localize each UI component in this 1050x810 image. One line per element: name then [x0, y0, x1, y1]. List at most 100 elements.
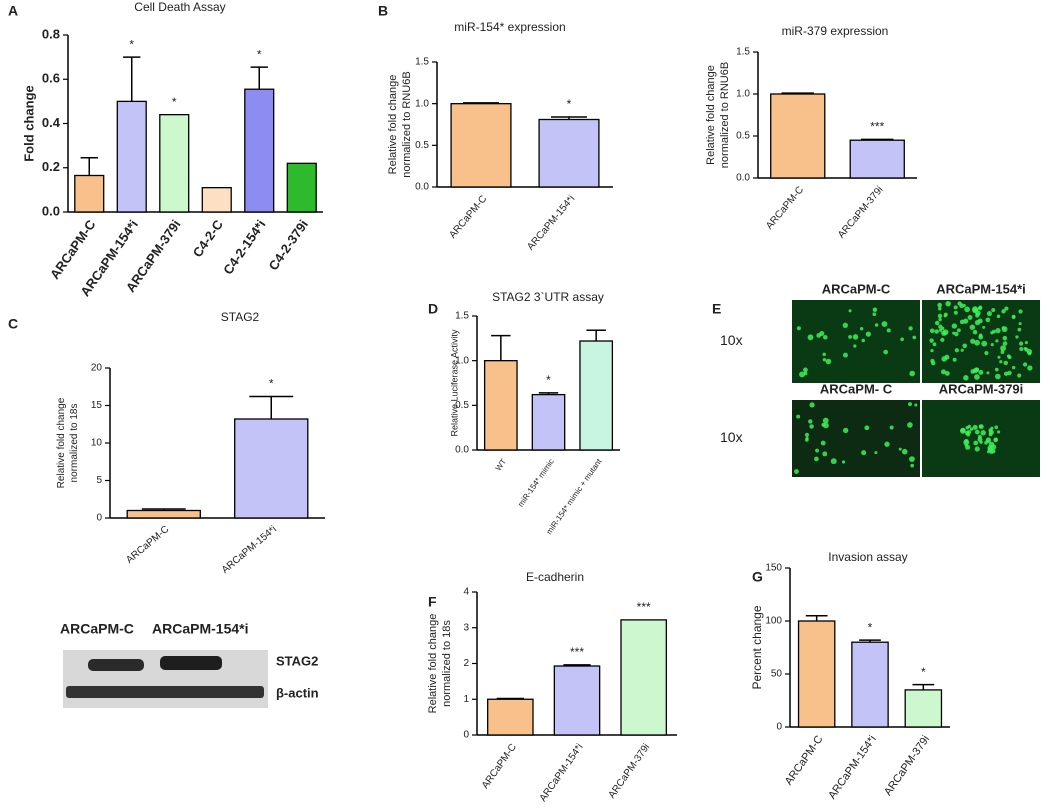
- image-label: ARCaPM-379i: [939, 381, 1024, 396]
- bar: [553, 665, 601, 736]
- cell: [997, 430, 1001, 434]
- y-tick-label: 0.5: [415, 140, 429, 151]
- significance-label: ***: [870, 120, 884, 134]
- cell: [943, 312, 948, 317]
- cell: [981, 340, 988, 347]
- error-bar: [249, 395, 294, 419]
- cell: [964, 306, 970, 313]
- image-label: ARCaPM-C: [822, 281, 891, 296]
- y-tick-label: 15: [91, 400, 103, 411]
- cell: [934, 320, 940, 326]
- cell: [886, 328, 891, 333]
- bar: [487, 698, 534, 736]
- cell: [996, 314, 1001, 319]
- y-tick-label: 0.8: [42, 26, 60, 41]
- chart-title: Invasion assay: [828, 550, 907, 564]
- cell: [986, 310, 993, 317]
- blot-band-label: β-actin: [276, 685, 319, 700]
- error-bar: [861, 138, 894, 141]
- error-bar: [463, 102, 499, 104]
- cell: [957, 301, 962, 306]
- y-axis-label: normalized to 18s: [441, 620, 453, 707]
- y-axis-label: normalized to 18s: [69, 404, 80, 483]
- microscopy-panel: E 10x ARCaPM-C ARCaPM-154*i 10x ARCaPM- C ARCa…: [712, 281, 1040, 477]
- y-tick-label: 1.0: [455, 355, 469, 366]
- cell: [1011, 365, 1016, 370]
- cell: [820, 440, 826, 446]
- cell: [929, 338, 934, 343]
- cell: [986, 450, 990, 454]
- cell: [805, 436, 809, 440]
- cell: [965, 431, 970, 436]
- cell: [982, 325, 986, 329]
- cell: [1000, 345, 1007, 352]
- y-tick-label: 150: [765, 563, 782, 574]
- cell: [823, 422, 829, 429]
- panel-letter: E: [712, 301, 721, 317]
- cell: [991, 307, 996, 313]
- y-tick-label: 0: [776, 722, 782, 733]
- cell: [974, 429, 980, 435]
- bar: [620, 619, 667, 736]
- cell: [1018, 309, 1023, 314]
- cell: [881, 321, 888, 327]
- cell: [965, 426, 970, 430]
- significance-label: *: [921, 665, 926, 679]
- cell: [1027, 351, 1032, 356]
- cell: [938, 317, 942, 322]
- magnification-label: 10x: [720, 429, 743, 445]
- cell: [1001, 309, 1006, 314]
- cell: [809, 402, 815, 408]
- bar: [126, 509, 201, 519]
- y-axis-label: Fold change: [21, 85, 36, 162]
- cell: [953, 310, 958, 315]
- y-axis-label: Relative fold change: [387, 75, 399, 175]
- cell: [938, 328, 943, 332]
- cell: [953, 305, 958, 310]
- cell: [1006, 354, 1011, 358]
- y-tick-label: 0.0: [736, 173, 750, 184]
- cell: [995, 373, 1001, 380]
- significance-label: ***: [637, 600, 651, 614]
- cell: [942, 329, 949, 336]
- panel-letter: B: [378, 3, 388, 19]
- cell: [932, 342, 937, 347]
- cell: [796, 326, 801, 331]
- error-bar: [250, 66, 268, 90]
- magnification-label: 10x: [720, 332, 743, 348]
- y-tick-label: 0.4: [42, 115, 61, 130]
- panel-letter: F: [428, 594, 437, 610]
- bar: [483, 360, 518, 451]
- y-tick-label: 0: [96, 513, 102, 524]
- cell: [843, 427, 849, 434]
- bar: [904, 689, 943, 728]
- cell: [969, 427, 974, 431]
- cell: [978, 424, 983, 429]
- cell: [872, 312, 877, 317]
- cell: [940, 337, 945, 342]
- y-axis-label: normalized to RNU6B: [719, 62, 731, 168]
- significance-label: *: [172, 95, 177, 109]
- y-tick-label: 0.6: [42, 71, 60, 86]
- cell: [901, 448, 908, 455]
- panel-letter: G: [752, 569, 763, 585]
- cell: [970, 338, 976, 344]
- y-axis-label: normalized to RNU6B: [401, 71, 413, 177]
- cell: [941, 356, 947, 362]
- cell: [954, 348, 959, 353]
- cell: [934, 329, 939, 334]
- cell: [815, 448, 819, 453]
- cell: [930, 348, 934, 353]
- cell: [908, 402, 912, 407]
- cell: [937, 302, 942, 308]
- cell: [974, 319, 981, 326]
- cell: [951, 323, 958, 329]
- cell: [975, 367, 979, 371]
- bar: [531, 393, 566, 451]
- cell: [940, 369, 946, 375]
- cell: [963, 375, 969, 381]
- chart-title: STAG2 3`UTR assay: [492, 290, 604, 304]
- cell: [974, 339, 980, 346]
- blot-band: [160, 656, 222, 670]
- cell: [1022, 362, 1028, 367]
